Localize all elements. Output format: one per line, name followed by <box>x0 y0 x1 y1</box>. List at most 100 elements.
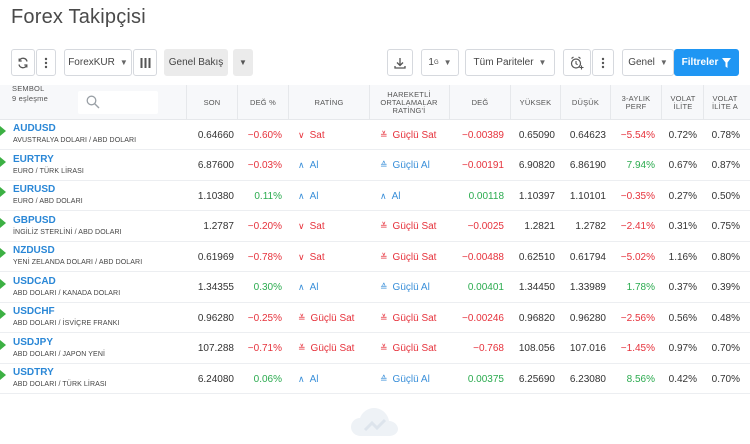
volatility-week-value: 0.67% <box>668 160 697 171</box>
table-row[interactable]: NZDUSD YENİ ZELANDA DOLARI / ABD DOLARI 0.… <box>0 242 750 272</box>
sell-arrow-icon: ≚ <box>298 312 306 323</box>
change-value: −0.0025 <box>467 221 504 232</box>
column-header-ma-rating[interactable]: HAREKETLİ ORTALAMALAR RATİNG'İ <box>380 89 438 115</box>
column-header-change-pct[interactable]: DEĞ % <box>249 97 276 107</box>
volatility-month-value: 0.48% <box>711 312 740 324</box>
column-header-low[interactable]: DÜŞÜK <box>571 97 600 107</box>
symbol-description: ABD DOLARI / KANADA DOLARI <box>13 289 121 297</box>
last-price: 6.24080 <box>197 373 234 385</box>
rating-cell: ∨ Sat <box>298 242 368 272</box>
table-row[interactable]: USDCHF ABD DOLARI / İSVİÇRE FRANKI 0.96280… <box>0 303 750 333</box>
change-pct: −0.60% <box>247 129 282 141</box>
header-divider <box>661 85 662 120</box>
buy-arrow-icon: ≙ <box>380 282 388 292</box>
symbol-description: EURO / ABD DOLARI <box>13 198 83 205</box>
ma-rating-label: Güçlü Sat <box>392 312 437 324</box>
ma-rating-label: Güçlü Al <box>392 373 430 385</box>
change-value: 0.00375 <box>467 373 504 385</box>
chevron-down-icon: ▼ <box>659 58 668 67</box>
symbol-search-input[interactable] <box>78 91 158 114</box>
flag-marker-icon <box>0 370 6 380</box>
view-dropdown-button[interactable]: ▼ <box>233 49 253 76</box>
perf-3m-value: −5.54% <box>620 129 655 141</box>
symbol-link[interactable]: GBPUSD <box>13 214 56 226</box>
alarm-clock-icon <box>570 56 584 69</box>
header-divider <box>703 85 704 120</box>
high-value: 108.056 <box>518 343 555 354</box>
filters-button[interactable]: Filtreler <box>674 49 739 76</box>
rating-label: Sat <box>309 251 325 263</box>
chevron-down-icon: ▼ <box>119 58 128 67</box>
alert-menu-button[interactable] <box>592 49 614 76</box>
sell-arrow-icon: ≚ <box>380 343 388 353</box>
header-divider <box>610 85 611 120</box>
column-header-symbol[interactable]: SEMBOL 9 eşleşme <box>12 85 72 120</box>
perf-3m-value: −2.56% <box>620 312 655 324</box>
column-header-high[interactable]: YÜKSEK <box>519 97 552 107</box>
ma-rating-cell: ≚ Güçlü Sat <box>380 120 450 150</box>
rating-cell: ∧ Al <box>298 181 368 211</box>
symbol-link[interactable]: AUDUSD <box>13 123 56 134</box>
perf-3m-value: −2.41% <box>620 221 655 232</box>
symbol-link[interactable]: EURUSD <box>13 184 56 195</box>
ma-rating-cell: ∧ Al <box>380 181 450 211</box>
symbol-description: YENİ ZELANDA DOLARI / ABD DOLARI <box>13 259 143 266</box>
rating-label: Al <box>309 373 319 385</box>
symbol-link[interactable]: NZDUSD <box>13 245 55 256</box>
symbol-link[interactable]: USDTRY <box>13 367 54 378</box>
volatility-week-value: 0.97% <box>668 343 697 354</box>
view-tab-overview[interactable]: Genel Bakış <box>164 49 228 76</box>
symbol-link[interactable]: EURTRY <box>13 153 54 165</box>
table-row[interactable]: AUDUSD AVUSTRALYA DOLARI / ABD DOLARI 0.64… <box>0 120 750 150</box>
alert-button[interactable] <box>563 49 591 76</box>
column-header-perf-3m[interactable]: 3-AYLIK PERF <box>621 93 651 111</box>
perf-3m-value: 8.56% <box>626 373 655 385</box>
export-button[interactable] <box>387 49 413 76</box>
symbol-description: İNGİLİZ STERLİNİ / ABD DOLARI <box>13 228 122 236</box>
sell-arrow-icon: ≚ <box>298 343 306 353</box>
header-divider <box>510 85 511 120</box>
sell-arrow-icon: ≚ <box>380 251 388 262</box>
symbol-link[interactable]: USDCAD <box>13 275 56 287</box>
watchlist-select[interactable]: ForexKUR ▼ <box>64 49 132 76</box>
table-row[interactable]: EURUSD EURO / ABD DOLARI 1.10380 0.11% ∧ Al ∧ A… <box>0 181 750 211</box>
symbol-link[interactable]: USDJPY <box>13 336 54 348</box>
buy-arrow-icon: ∧ <box>298 160 305 170</box>
settings-select[interactable]: Genel ▼ <box>622 49 674 76</box>
table-row[interactable]: GBPUSD İNGİLİZ STERLİNİ / ABD DOLARI 1.278… <box>0 212 750 242</box>
refresh-button[interactable] <box>11 49 35 76</box>
ma-rating-cell: ≙ Güçlü Al <box>380 364 450 394</box>
refresh-icon <box>18 57 28 68</box>
rating-label: Al <box>309 160 319 171</box>
pairs-filter-select[interactable]: Tüm Pariteler ▼ <box>465 49 555 76</box>
column-header-rating[interactable]: RATİNG <box>314 97 344 107</box>
symbol-link[interactable]: USDCHF <box>13 306 55 317</box>
list-menu-button[interactable] <box>36 49 56 76</box>
search-icon <box>86 95 100 109</box>
ma-rating-cell: ≚ Güçlü Sat <box>380 242 450 272</box>
column-header-change[interactable]: DEĞ <box>471 97 489 107</box>
filter-funnel-icon <box>722 57 732 68</box>
column-header-last[interactable]: SON <box>203 97 221 107</box>
chevron-down-icon: ▼ <box>443 58 452 67</box>
perf-3m-value: 1.78% <box>626 282 655 293</box>
table-row[interactable]: USDCAD ABD DOLARI / KANADA DOLARI 1.34355 0… <box>0 273 750 303</box>
volatility-week-value: 0.56% <box>668 312 697 324</box>
table-row[interactable]: USDJPY ABD DOLARI / JAPON YENİ 107.288 −0.7… <box>0 334 750 364</box>
watchlist-label: ForexKUR <box>68 57 115 68</box>
symbol-description: ABD DOLARI / JAPON YENİ <box>13 350 106 358</box>
sell-arrow-icon: ∨ <box>298 221 305 231</box>
chevron-down-icon: ▼ <box>239 58 247 67</box>
high-value: 0.96820 <box>518 312 555 324</box>
table-row[interactable]: USDTRY ABD DOLARI / TÜRK LİRASI 6.24080 0.0… <box>0 364 750 394</box>
interval-select[interactable]: 1 G ▼ <box>421 49 459 76</box>
buy-arrow-icon: ∧ <box>298 190 305 201</box>
column-header-volatility-week[interactable]: VOLAT İLİTE <box>670 93 696 111</box>
columns-button[interactable] <box>133 49 157 76</box>
high-value: 6.90820 <box>518 160 555 171</box>
column-header-volatility-month[interactable]: VOLAT İLİTE A <box>712 93 738 111</box>
change-pct: −0.71% <box>247 343 282 354</box>
low-value: 107.016 <box>569 343 606 354</box>
table-row[interactable]: EURTRY EURO / TÜRK LİRASI 6.87600 −0.03% ∧ Al… <box>0 151 750 181</box>
flag-marker-icon <box>0 126 6 136</box>
